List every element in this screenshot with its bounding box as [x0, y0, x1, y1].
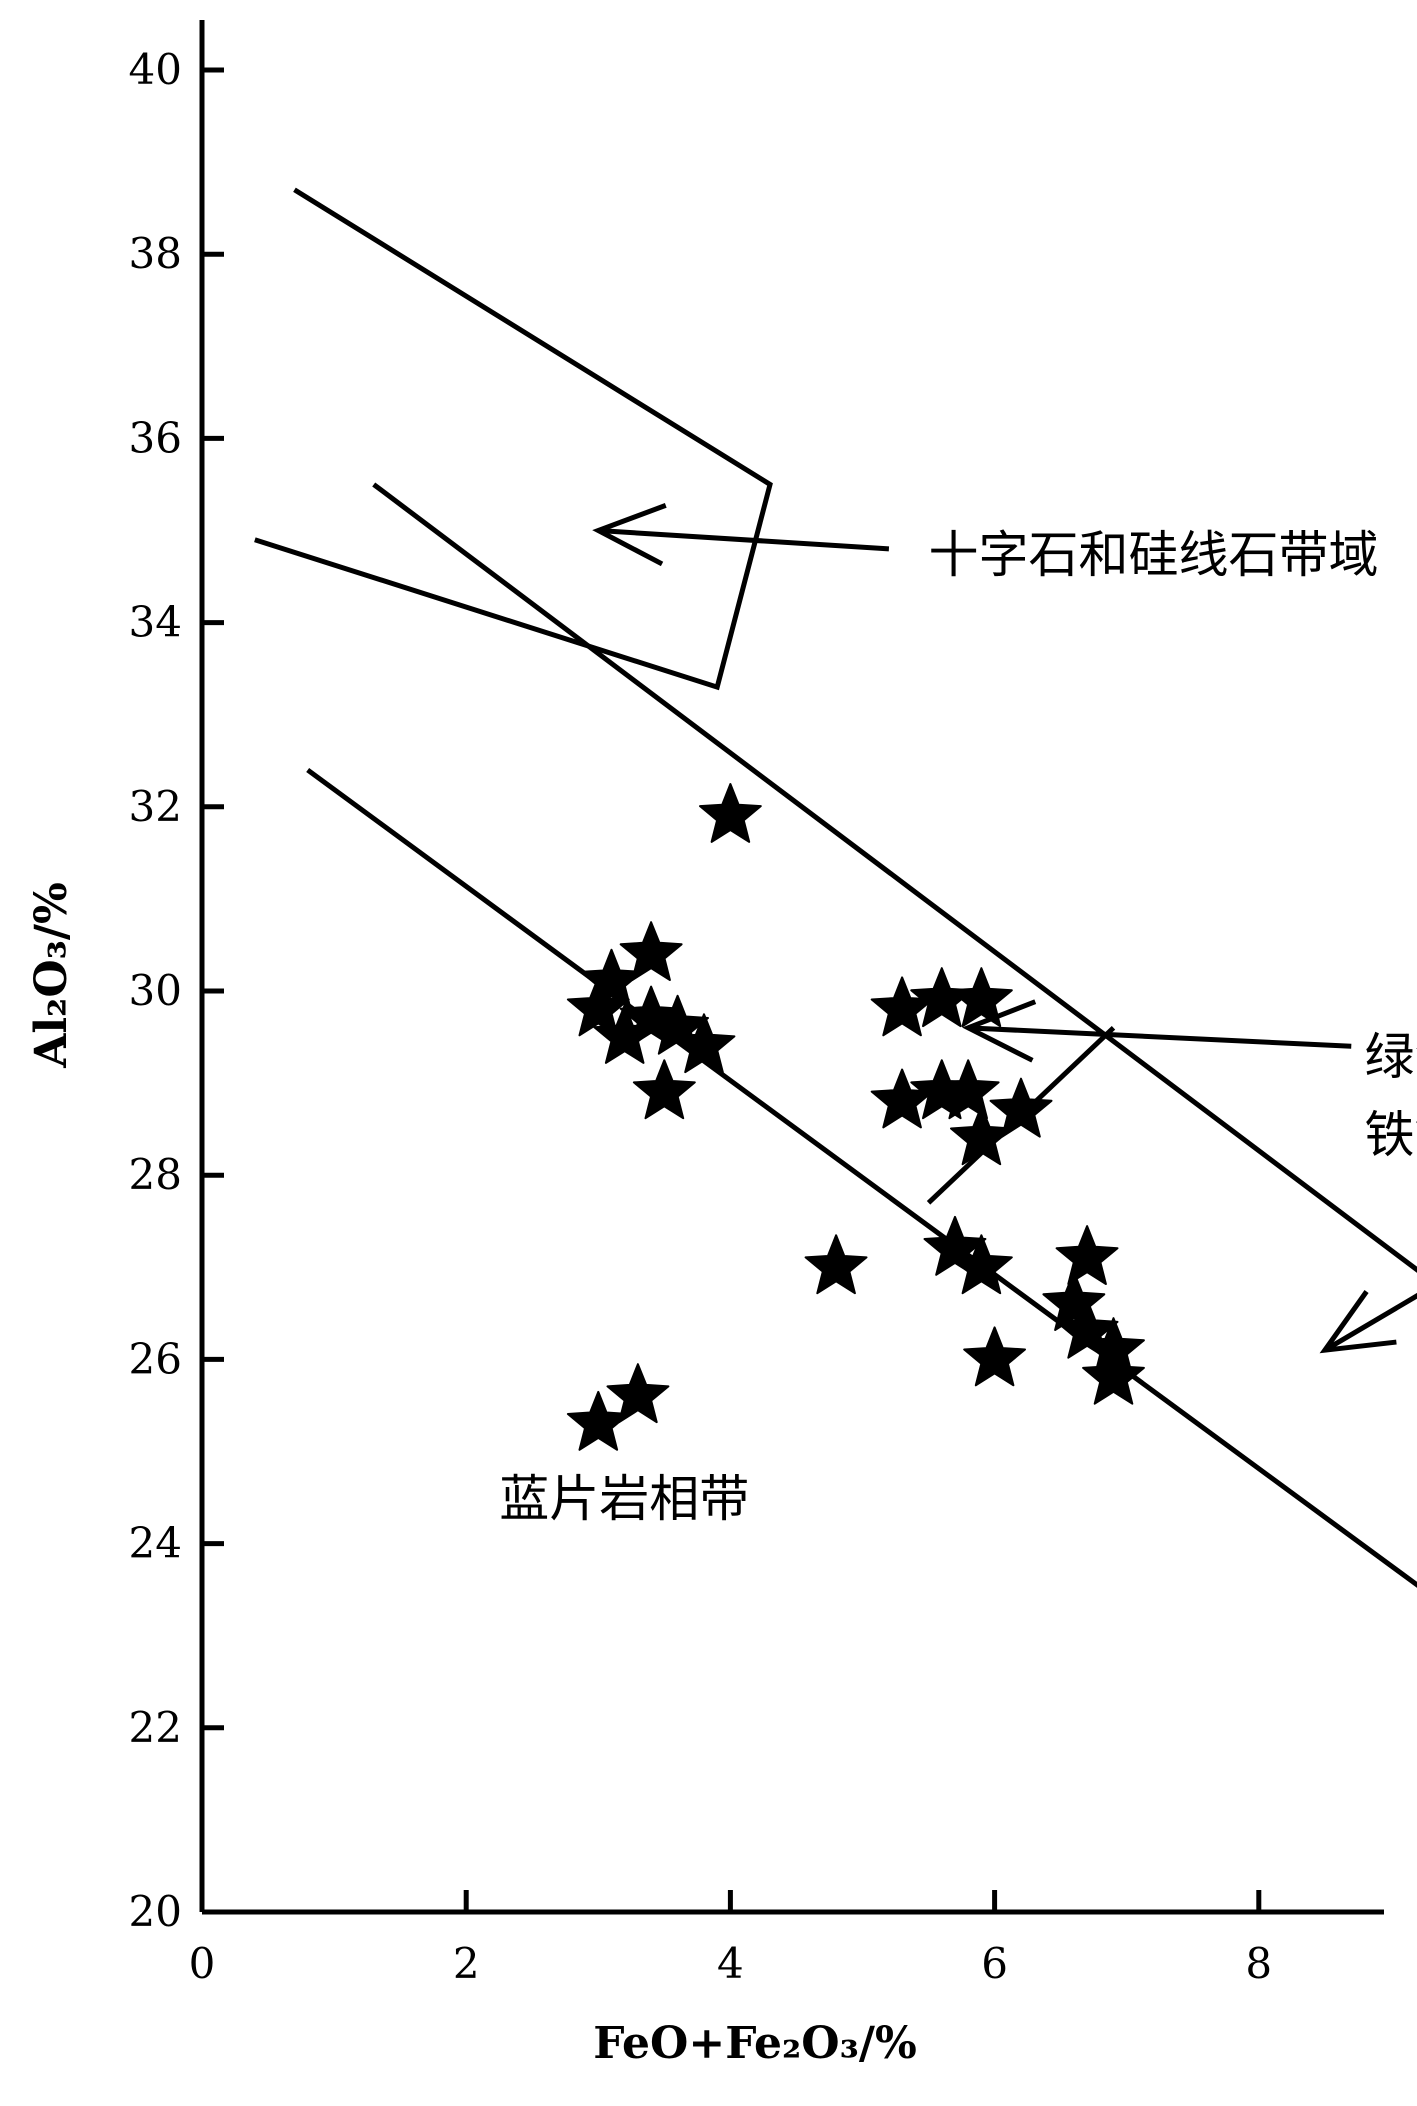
y-tick-label-26: 26 [129, 1334, 182, 1383]
data-point-22 [1042, 1271, 1106, 1331]
x-tick-label-8: 8 [1245, 1939, 1272, 1988]
data-point-12 [950, 967, 1013, 1028]
annotation-3: 铁铝榴石带域 [1364, 1106, 1417, 1164]
annotation-4: 蓝片岩相带 [499, 1470, 749, 1528]
arrow-head-4 [1319, 1290, 1397, 1354]
boundary-lines [254, 187, 1417, 1588]
y-tick-label-22: 22 [129, 1703, 182, 1752]
y-ticks: 20 22 24 26 28 30 32 34 36 38 40 [129, 45, 224, 1936]
upper-boundary [372, 482, 1417, 1273]
x-tick-label-0: 0 [189, 1939, 216, 1988]
x-tick-label-2: 2 [453, 1939, 480, 1988]
data-point-4 [566, 976, 630, 1037]
x-axis-title: FeO+Fe₂O₃/% [593, 2018, 917, 2069]
data-point-23 [1055, 1298, 1119, 1359]
data-point-21 [1055, 1225, 1119, 1285]
annotation-1: 十字石和硅线石带域 [929, 526, 1379, 584]
y-tick-label-38: 38 [129, 229, 182, 278]
annotation-arrows [592, 503, 1417, 1354]
staurolite-field-boundary [254, 187, 773, 691]
data-point-8 [619, 985, 683, 1046]
data-point-25 [1082, 1344, 1145, 1405]
arrow-head-2 [962, 999, 1037, 1063]
y-tick-label-20: 20 [129, 1887, 182, 1936]
data-point-20 [950, 1234, 1013, 1295]
data-point-26 [963, 1326, 1026, 1387]
y-tick-label-24: 24 [129, 1519, 182, 1568]
y-tick-label-30: 30 [129, 966, 182, 1015]
y-tick-label-36: 36 [129, 413, 182, 462]
data-point-18 [804, 1234, 868, 1295]
data-point-15 [936, 1059, 1000, 1120]
annotation-2: 绿泥石黑云母和 [1364, 1028, 1417, 1086]
x-tick-label-4: 4 [717, 1939, 744, 1988]
data-point-9 [632, 1059, 696, 1120]
data-points [566, 783, 1145, 1451]
arrow-shaft-2 [968, 1025, 1352, 1049]
data-point-28 [606, 1363, 670, 1424]
data-point-3 [619, 921, 683, 981]
arrow-shaft-4 [1323, 1292, 1417, 1353]
x-tick-label-6: 6 [981, 1939, 1008, 1988]
data-point-17 [989, 1077, 1053, 1138]
y-tick-label-32: 32 [129, 782, 182, 831]
y-axis-title: Al₂O₃/% [26, 882, 77, 1069]
y-tick-label-34: 34 [129, 598, 182, 647]
arrow-shaft-1 [598, 528, 890, 552]
annotations: 十字石和硅线石带域绿泥石黑云母和铁铝榴石带域蓝片岩相带 [499, 526, 1417, 1528]
data-point-7 [672, 1013, 736, 1074]
arrow-head-1 [592, 503, 667, 567]
x-ticks: 024681012 [189, 1890, 1272, 1988]
data-point-1 [699, 783, 762, 843]
lower-boundary [306, 767, 1417, 1588]
data-point-19 [923, 1215, 987, 1276]
y-tick-label-40: 40 [129, 45, 182, 94]
y-tick-label-28: 28 [129, 1150, 182, 1199]
